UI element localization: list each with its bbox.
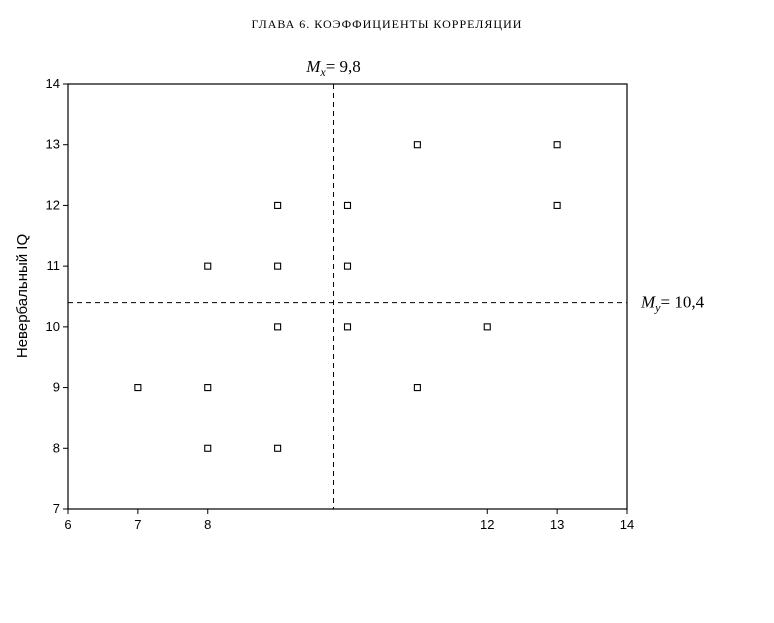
mean-subscript: y <box>654 301 661 315</box>
mean-text: = 9,8 <box>326 57 361 76</box>
mean-text: = 10,4 <box>661 293 705 312</box>
point <box>274 201 282 209</box>
point <box>343 323 352 331</box>
y-tick-label: 9 <box>53 380 60 395</box>
y-tick-label: 7 <box>53 501 60 516</box>
x-tick-label: 8 <box>204 517 211 532</box>
point <box>343 262 352 270</box>
x-tick-label: 13 <box>550 517 564 532</box>
plot-frame <box>67 83 628 510</box>
point <box>274 444 282 452</box>
mean-label: Mx= 9,8 <box>305 57 361 79</box>
x-tick-label: 14 <box>620 517 634 532</box>
y-tick-label: 11 <box>47 258 61 273</box>
y-axis-label: Невербальный IQ <box>14 234 31 358</box>
y-tick-label: 8 <box>53 440 60 455</box>
x-tick-label: 12 <box>480 517 494 532</box>
point <box>204 262 212 270</box>
point <box>553 141 561 149</box>
y-tick-label: 10 <box>46 319 60 334</box>
y-tick-label: 13 <box>46 137 60 152</box>
point <box>274 323 282 331</box>
point <box>343 201 352 209</box>
mean-subscript: x <box>319 65 326 79</box>
point <box>204 384 212 392</box>
point <box>413 141 421 149</box>
mean-label: My= 10,4 <box>640 293 705 315</box>
x-tick-label: 6 <box>64 517 71 532</box>
point <box>483 323 491 331</box>
mean-symbol: M <box>305 57 321 76</box>
point <box>553 201 561 209</box>
page-header: ГЛАВА 6. КОЭФФИЦИЕНТЫ КОРРЕЛЯЦИИ <box>252 17 523 31</box>
point <box>134 384 142 392</box>
point <box>204 444 212 452</box>
point <box>274 262 282 270</box>
point <box>413 384 421 392</box>
y-tick-label: 14 <box>46 76 60 91</box>
y-tick-label: 12 <box>46 197 60 212</box>
mean-symbol: M <box>640 293 656 312</box>
x-tick-label: 7 <box>134 517 141 532</box>
